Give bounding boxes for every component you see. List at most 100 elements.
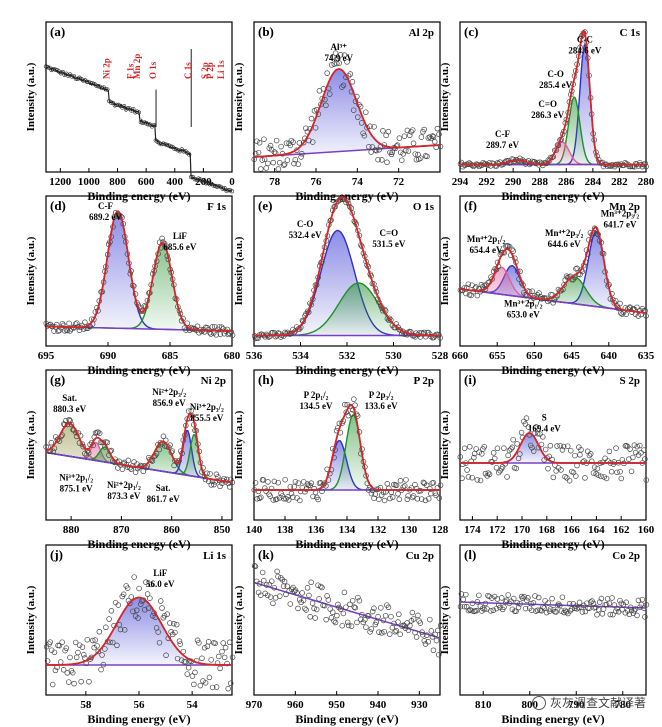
data-point-j [95,648,101,655]
data-point-b [337,52,344,58]
data-point-k [264,592,271,599]
data-point-k [295,605,301,612]
data-point-i [590,470,597,476]
data-point-h [376,496,382,503]
data-point-i [533,424,539,430]
data-point-c [580,30,587,36]
data-point-k [345,622,352,629]
data-point-i [627,446,633,452]
watermark: 灰灰调查文献译著 [531,694,646,711]
y-axis-label-g: Intensity (a.u.) [25,410,37,479]
data-point-g [188,407,195,414]
data-point-l [568,606,575,612]
data-point-k [375,613,381,620]
data-point-j [78,678,84,685]
data-point-l [476,592,482,599]
data-point-d [56,327,63,334]
data-point-h [378,492,385,498]
envelope-line-h [254,404,440,491]
peak-label: Ni 2p [102,58,112,79]
survey-point [94,83,99,88]
y-axis-label-f: Intensity (a.u.) [439,236,451,305]
data-point-c [606,162,613,169]
data-point-g [79,441,86,447]
data-point-i [594,465,601,472]
data-point-k [302,605,308,612]
data-point-j [192,669,198,676]
x-axis-label-i: Binding energy (eV) [501,537,604,551]
survey-point [103,87,108,92]
component-area-e [254,230,440,336]
data-point-j [128,594,134,600]
panel-k: 970 960 950 940 930 Binding energy (eV) Intens… [233,544,444,726]
data-point-g [207,471,213,477]
data-point-k [376,629,382,635]
data-point-j [205,639,212,645]
data-point-j [124,585,131,591]
data-point-b [369,144,376,150]
data-point-h [393,482,400,489]
data-point-j [184,671,190,677]
data-point-k [267,594,274,600]
annotation-value-i: 169.4 eV [528,424,561,434]
data-point-i [617,468,623,475]
data-point-j [201,645,208,651]
data-point-l [611,602,618,608]
data-point-i [537,431,543,437]
data-point-j [47,639,53,645]
data-point-b [430,134,437,140]
data-point-k [432,631,438,638]
data-point-e [386,315,393,322]
data-point-l [606,600,613,607]
data-point-j [103,624,109,631]
annotation-label-e: C-O [297,219,314,229]
panel-title-b: Al 2p [409,27,434,39]
data-point-b [328,62,335,68]
data-point-b [380,128,386,134]
x-tick-label-l: 790 [568,699,585,711]
data-point-j [171,620,177,627]
data-point-j [51,649,58,656]
data-point-l [599,611,606,617]
data-point-f [635,313,642,319]
survey-point [168,144,173,149]
data-point-j [172,629,178,636]
data-point-l [553,609,559,615]
data-point-k [274,568,280,575]
data-point-f [463,290,469,297]
data-point-j [56,642,63,649]
data-point-h [311,485,317,492]
data-point-l [480,605,486,612]
data-point-k [308,579,314,586]
data-point-e [428,333,434,340]
data-point-h [304,481,311,487]
data-point-b [281,161,288,167]
data-point-i [554,443,560,449]
data-point-b [256,140,263,146]
data-point-j [208,657,214,663]
data-point-i [505,452,511,459]
data-point-i [637,442,643,449]
survey-point [84,79,90,84]
envelope-line-b [253,68,441,158]
data-point-h [403,477,409,483]
data-point-b [434,125,441,132]
component-area-h [254,415,440,490]
axes-frame-c [459,21,647,173]
data-point-h [321,480,328,486]
data-point-h [387,495,393,502]
panel-title-c: C 1s [620,27,641,39]
data-point-h [278,490,284,497]
data-point-k [256,581,263,587]
survey-point [162,142,168,147]
data-point-k [367,629,373,635]
data-point-k [300,597,307,604]
data-point-j [224,660,230,667]
data-point-i [634,443,641,450]
panel-label-h: (h) [258,372,274,387]
data-point-j [91,644,97,651]
data-point-b [323,102,329,109]
survey-point [90,81,95,86]
